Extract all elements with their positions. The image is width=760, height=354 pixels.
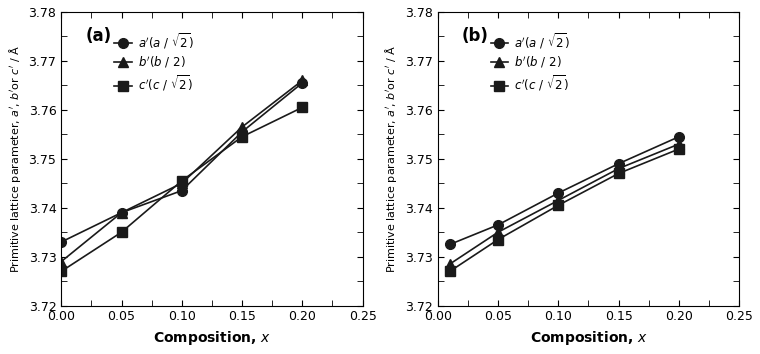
Y-axis label: Primitive lattice parameter, $a'$, $b'$or $c'$ / Å: Primitive lattice parameter, $a'$, $b'$o… [384,45,400,273]
$b'$($b$ / 2) [493,230,502,234]
$b'$($b$ / 2) [298,78,307,82]
$a'$($a$ / $\sqrt{2}$) [298,81,307,85]
X-axis label: Composition, $x$: Composition, $x$ [530,329,648,347]
$c'$($c$ / $\sqrt{2}$) [445,269,454,274]
X-axis label: Composition, $x$: Composition, $x$ [153,329,271,347]
Line: $c'$($c$ / $\sqrt{2}$): $c'$($c$ / $\sqrt{2}$) [445,144,684,276]
$c'$($c$ / $\sqrt{2}$) [493,238,502,242]
$c'$($c$ / $\sqrt{2}$) [177,179,186,183]
$a'$($a$ / $\sqrt{2}$) [57,240,66,244]
Y-axis label: Primitive lattice parameter, $a'$, $b'$or $c'$ / Å: Primitive lattice parameter, $a'$, $b'$o… [7,45,23,273]
Line: $a'$($a$ / $\sqrt{2}$): $a'$($a$ / $\sqrt{2}$) [445,132,684,249]
Line: $c'$($c$ / $\sqrt{2}$): $c'$($c$ / $\sqrt{2}$) [56,103,307,276]
$b'$($b$ / 2) [57,259,66,264]
$a'$($a$ / $\sqrt{2}$) [674,135,683,139]
$b'$($b$ / 2) [177,181,186,185]
$c'$($c$ / $\sqrt{2}$) [674,147,683,151]
Text: (b): (b) [462,27,489,45]
Legend: $a'$($a$ / $\sqrt{2}$), $b'$($b$ / 2), $c'$($c$ / $\sqrt{2}$): $a'$($a$ / $\sqrt{2}$), $b'$($b$ / 2), $… [109,27,199,98]
$c'$($c$ / $\sqrt{2}$) [57,269,66,274]
$c'$($c$ / $\sqrt{2}$) [614,171,623,176]
$b'$($b$ / 2) [674,142,683,146]
Line: $b'$($b$ / 2): $b'$($b$ / 2) [445,139,684,269]
$b'$($b$ / 2) [237,125,246,129]
$c'$($c$ / $\sqrt{2}$) [117,230,126,234]
$b'$($b$ / 2) [117,211,126,215]
$b'$($b$ / 2) [554,198,563,202]
Line: $b'$($b$ / 2): $b'$($b$ / 2) [56,76,307,267]
$a'$($a$ / $\sqrt{2}$) [117,211,126,215]
$a'$($a$ / $\sqrt{2}$) [445,242,454,247]
$b'$($b$ / 2) [614,166,623,171]
$a'$($a$ / $\sqrt{2}$) [177,188,186,193]
$c'$($c$ / $\sqrt{2}$) [237,135,246,139]
$a'$($a$ / $\sqrt{2}$) [493,223,502,227]
Legend: $a'$($a$ / $\sqrt{2}$), $b'$($b$ / 2), $c'$($c$ / $\sqrt{2}$): $a'$($a$ / $\sqrt{2}$), $b'$($b$ / 2), $… [486,27,575,98]
Text: (a): (a) [85,27,112,45]
$a'$($a$ / $\sqrt{2}$) [237,130,246,134]
$a'$($a$ / $\sqrt{2}$) [614,161,623,166]
$b'$($b$ / 2) [445,262,454,266]
$c'$($c$ / $\sqrt{2}$) [298,105,307,109]
$c'$($c$ / $\sqrt{2}$) [554,203,563,207]
Line: $a'$($a$ / $\sqrt{2}$): $a'$($a$ / $\sqrt{2}$) [56,78,307,247]
$a'$($a$ / $\sqrt{2}$) [554,191,563,195]
